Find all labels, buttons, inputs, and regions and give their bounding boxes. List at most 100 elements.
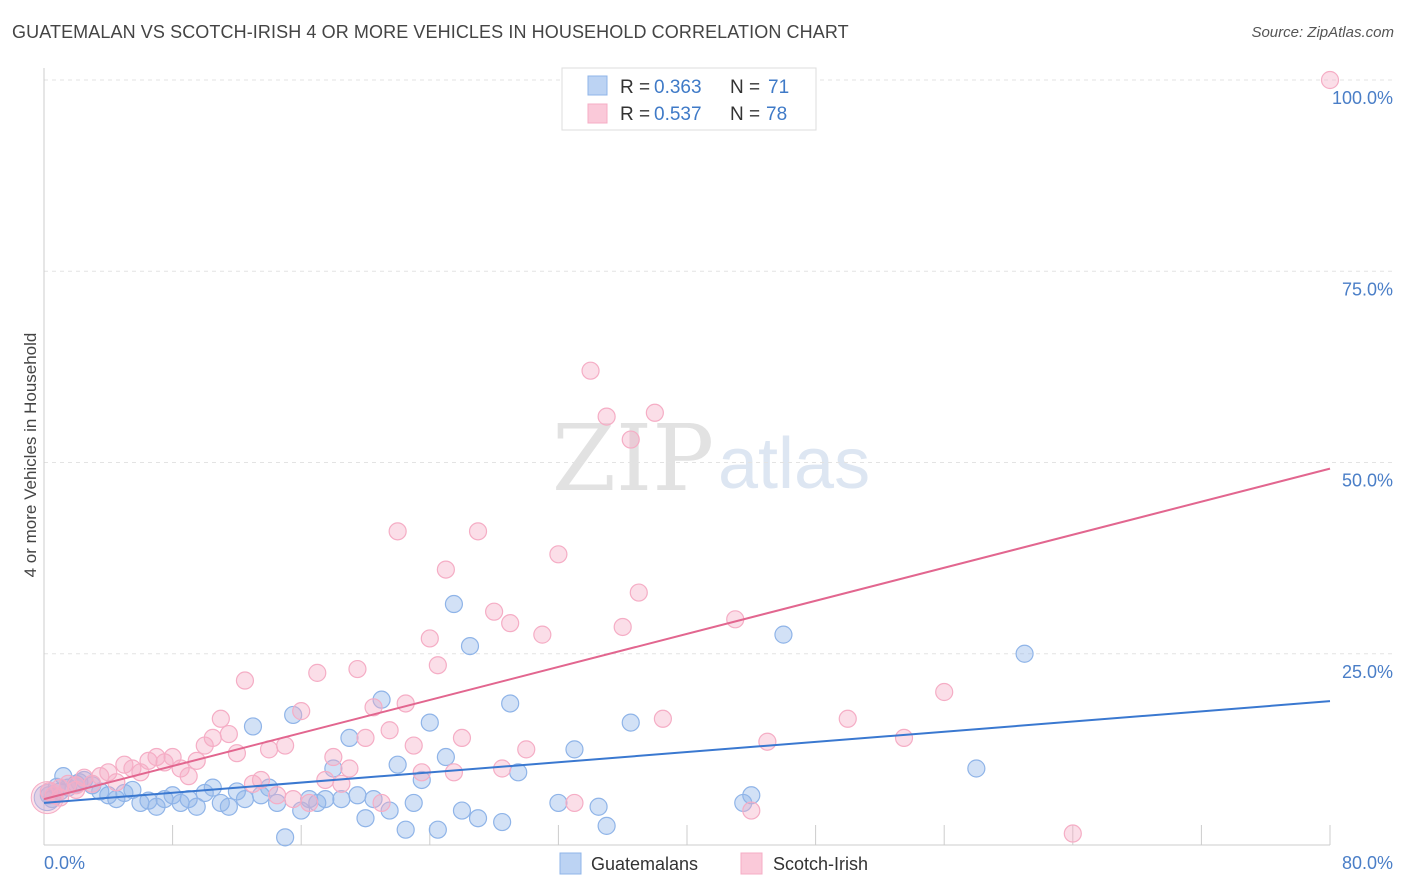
point-scotch-irish xyxy=(428,656,447,675)
point-guatemalans xyxy=(493,812,512,832)
point-scotch-irish xyxy=(267,786,287,805)
point-scotch-irish xyxy=(645,403,664,422)
point-guatemalans xyxy=(187,797,206,816)
y-axis-title: 4 or more Vehicles in Household xyxy=(21,333,40,578)
y-tick-label: 75.0% xyxy=(1342,279,1393,299)
point-scotch-irish xyxy=(485,602,504,621)
legend-swatch-guatemalans-bottom xyxy=(559,852,582,875)
source-label: Source: ZipAtlas.com xyxy=(1251,24,1394,41)
point-scotch-irish xyxy=(324,747,343,767)
point-guatemalans xyxy=(565,740,584,759)
point-scotch-irish xyxy=(235,671,255,690)
point-scotch-irish xyxy=(565,793,584,813)
point-guatemalans xyxy=(203,778,222,797)
point-scotch-irish xyxy=(629,583,648,602)
point-guatemalans xyxy=(1015,644,1034,663)
point-guatemalans xyxy=(436,747,455,767)
y-tick-label: 100.0% xyxy=(1332,88,1393,108)
trend-lines xyxy=(43,467,1331,804)
point-scotch-irish xyxy=(935,682,954,702)
point-scotch-irish xyxy=(179,767,198,786)
point-guatemalans xyxy=(589,797,608,816)
legend-r-value-1: 0.363 xyxy=(654,77,702,98)
legend-swatch-scotch-irish-bottom xyxy=(740,852,763,875)
legend-swatch-scotch-irish xyxy=(587,103,608,124)
point-guatemalans xyxy=(452,801,472,820)
point-scotch-irish xyxy=(364,698,383,717)
point-guatemalans xyxy=(316,789,335,809)
x-tick-label-max: 80.0% xyxy=(1342,853,1393,873)
point-scotch-irish xyxy=(468,522,488,541)
point-guatemalans xyxy=(420,713,439,732)
trend-line-scotch-irish xyxy=(43,467,1331,801)
point-scotch-irish xyxy=(1320,70,1340,90)
legend-label-scotch-irish: Scotch-Irish xyxy=(773,854,868,874)
point-scotch-irish xyxy=(292,702,311,721)
legend-series: Guatemalans Scotch-Irish xyxy=(559,852,868,875)
point-scotch-irish xyxy=(597,407,616,426)
point-scotch-irish xyxy=(501,614,520,633)
point-guatemalans xyxy=(332,789,351,809)
point-scotch-irish xyxy=(404,736,423,755)
point-scotch-irish xyxy=(211,709,230,728)
point-scotch-irish xyxy=(517,740,536,759)
chart-title: GUATEMALAN VS SCOTCH-IRISH 4 OR MORE VEH… xyxy=(12,22,849,42)
point-scotch-irish xyxy=(452,728,472,748)
point-guatemalans xyxy=(774,625,793,644)
point-guatemalans xyxy=(460,636,480,656)
point-guatemalans xyxy=(412,770,431,790)
watermark: ZIP atlas xyxy=(552,405,870,512)
point-guatemalans xyxy=(348,786,367,805)
legend-r-value-2: 0.537 xyxy=(654,104,702,125)
points-scotch-irish xyxy=(30,70,1340,843)
point-scotch-irish xyxy=(420,629,439,648)
point-scotch-irish xyxy=(1063,824,1082,843)
point-guatemalans xyxy=(340,728,359,748)
point-guatemalans xyxy=(235,789,255,809)
point-scotch-irish xyxy=(308,663,327,682)
point-guatemalans xyxy=(597,816,616,835)
y-tick-labels: 25.0% 50.0% 75.0% 100.0% xyxy=(1332,88,1393,682)
point-scotch-irish xyxy=(251,770,271,790)
point-scotch-irish xyxy=(653,709,672,728)
point-guatemalans xyxy=(967,759,986,778)
point-guatemalans xyxy=(501,694,520,713)
point-scotch-irish xyxy=(372,793,391,813)
legend-label-guatemalans: Guatemalans xyxy=(591,854,698,874)
point-scotch-irish xyxy=(332,774,351,793)
point-scotch-irish xyxy=(300,793,319,813)
point-scotch-irish xyxy=(380,721,399,740)
legend-n-value-1: 71 xyxy=(768,77,789,98)
watermark-atlas: atlas xyxy=(718,424,870,504)
points-guatemalans xyxy=(33,594,1034,847)
legend-n-label-2: N = xyxy=(730,104,760,125)
point-guatemalans xyxy=(549,793,568,813)
point-scotch-irish xyxy=(533,625,552,644)
point-scotch-irish xyxy=(493,759,512,778)
legend-stats: R = 0.363 N = 71 R = 0.537 N = 78 xyxy=(561,67,817,131)
x-ticks xyxy=(172,825,1331,845)
point-scotch-irish xyxy=(284,789,303,809)
point-scotch-irish xyxy=(894,728,914,748)
point-scotch-irish xyxy=(219,724,238,744)
point-scotch-irish xyxy=(436,560,455,579)
point-guatemalans xyxy=(404,793,423,813)
point-guatemalans xyxy=(356,809,375,828)
grid xyxy=(44,79,1393,655)
y-tick-label: 50.0% xyxy=(1342,471,1393,491)
legend-swatch-guatemalans xyxy=(587,75,608,96)
legend-n-label-1: N = xyxy=(730,77,760,98)
trend-line-guatemalans xyxy=(43,700,1331,804)
watermark-zip: ZIP xyxy=(552,405,714,512)
point-scotch-irish xyxy=(203,728,222,748)
point-scotch-irish xyxy=(613,617,632,637)
point-scotch-irish xyxy=(356,728,375,748)
point-guatemalans xyxy=(123,780,142,800)
point-scotch-irish xyxy=(581,361,600,380)
point-guatemalans xyxy=(276,828,295,847)
point-scotch-irish xyxy=(348,659,367,679)
point-guatemalans xyxy=(621,713,640,732)
x-tick-label-min: 0.0% xyxy=(44,853,85,873)
point-guatemalans xyxy=(396,820,415,839)
